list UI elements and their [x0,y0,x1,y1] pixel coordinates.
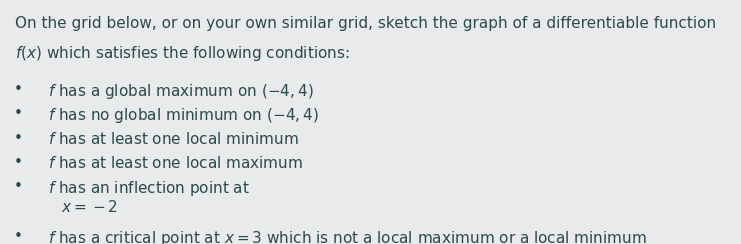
Text: •: • [14,229,23,244]
Text: $f$ has an inflection point at: $f$ has an inflection point at [48,179,250,198]
Text: $f(x)$ which satisfies the following conditions:: $f(x)$ which satisfies the following con… [15,44,350,63]
Text: •: • [14,131,23,145]
Text: •: • [14,155,23,170]
Text: $f$ has no global minimum on $(-4, 4)$: $f$ has no global minimum on $(-4, 4)$ [48,106,319,125]
Text: $f$ has at least one local minimum: $f$ has at least one local minimum [48,131,299,147]
Text: $x = -2$: $x = -2$ [61,199,118,215]
Text: $f$ has at least one local maximum: $f$ has at least one local maximum [48,155,303,171]
Text: On the grid below, or on your own similar grid, sketch the graph of a differenti: On the grid below, or on your own simila… [15,16,716,31]
Text: $f$ has a critical point at $x = 3$ which is not a local maximum or a local mini: $f$ has a critical point at $x = 3$ whic… [48,229,647,244]
Text: •: • [14,179,23,194]
Text: $f$ has a global maximum on $(-4, 4)$: $f$ has a global maximum on $(-4, 4)$ [48,82,313,101]
Text: •: • [14,106,23,121]
Text: •: • [14,82,23,97]
